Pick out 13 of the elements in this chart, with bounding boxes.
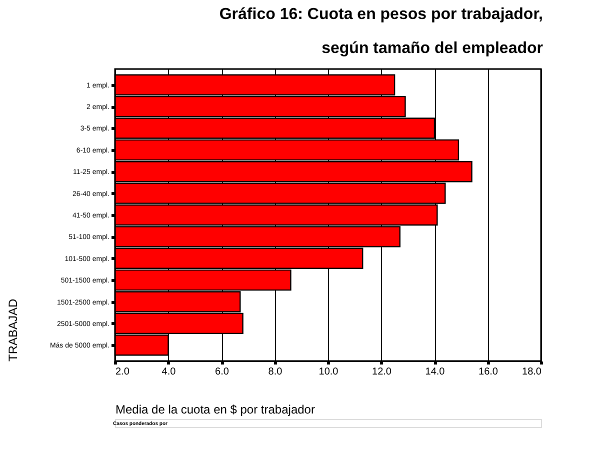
x-tick-label: 6.0 bbox=[215, 366, 230, 378]
x-tick-label: 16.0 bbox=[478, 366, 498, 378]
x-tick-label: 4.0 bbox=[162, 366, 176, 378]
text: Gráfico 16: Cuota en pesos por trabajador, bbox=[219, 6, 543, 23]
x-tick-label: 14.0 bbox=[425, 366, 446, 378]
x-tick-label: 10.0 bbox=[318, 366, 339, 378]
x-axis-title: Media de la cuota en $ por trabajador bbox=[116, 402, 315, 416]
y-axis-title: TRABAJAD bbox=[6, 298, 20, 362]
x-tick-label: 18.0 bbox=[522, 366, 542, 378]
x-tick-label: 12.0 bbox=[372, 366, 392, 378]
x-tick-label: 2.0 bbox=[116, 366, 130, 378]
text: según tamaño del empleador bbox=[322, 40, 543, 57]
x-tick-label: 8.0 bbox=[268, 366, 283, 378]
